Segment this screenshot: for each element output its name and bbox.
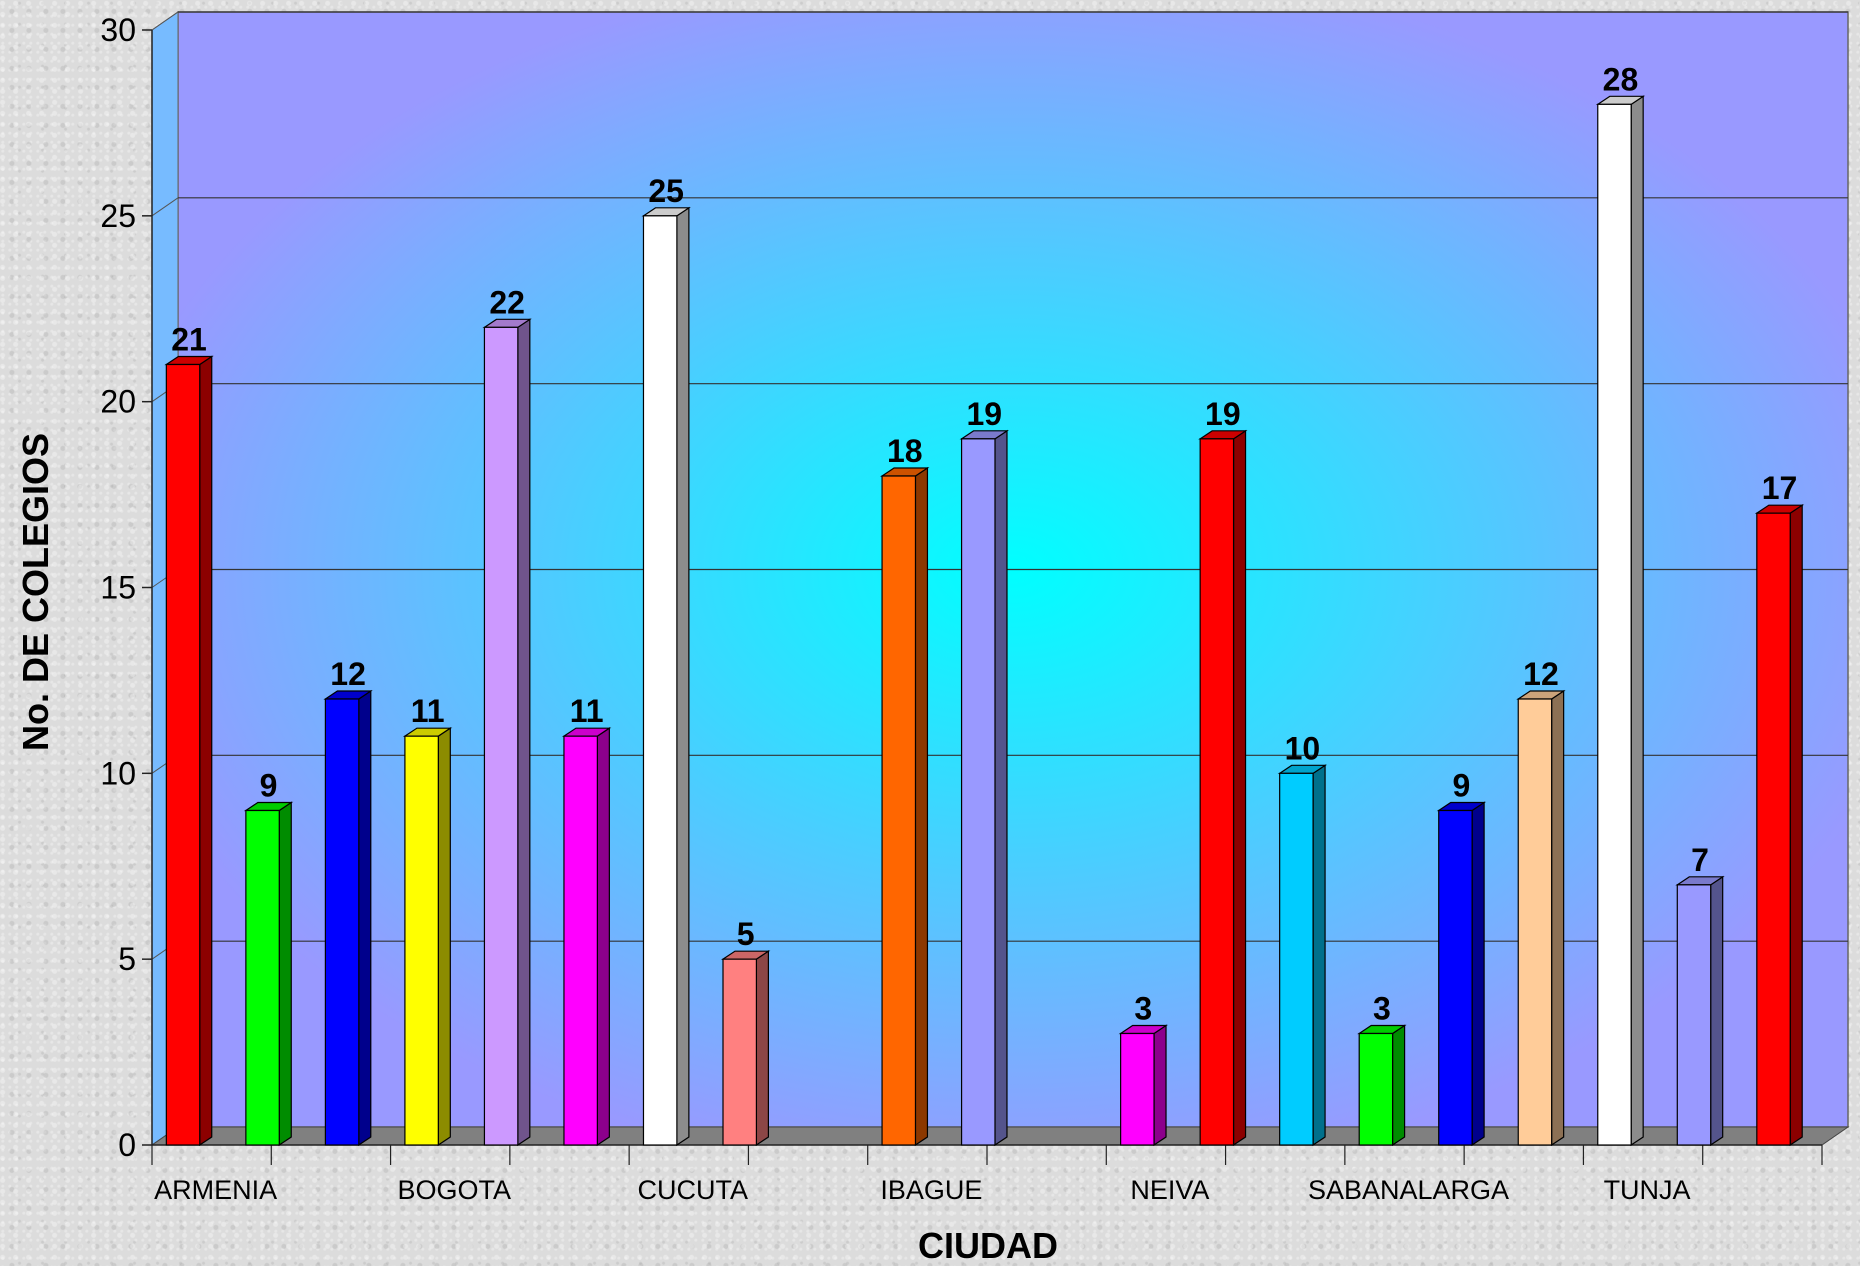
bar-side — [517, 318, 531, 1147]
bar-side — [358, 689, 372, 1147]
bar — [164, 355, 214, 1147]
data-label: 12 — [1523, 656, 1559, 692]
bar-front — [324, 698, 360, 1146]
y-tick-label: 20 — [100, 384, 136, 420]
x-category-label: IBAGUE — [880, 1175, 982, 1205]
bar — [1118, 1024, 1169, 1147]
bar-side — [994, 429, 1008, 1147]
data-label: 7 — [1691, 842, 1709, 878]
bar — [1516, 689, 1566, 1147]
x-category-label: ARMENIA — [154, 1175, 277, 1205]
bar-side — [1551, 689, 1565, 1147]
bar-front — [722, 958, 758, 1146]
gridline-side — [151, 11, 179, 31]
bar-front — [165, 363, 201, 1146]
bar-side — [1391, 1024, 1406, 1147]
data-label: 9 — [260, 768, 278, 804]
data-label: 12 — [330, 656, 366, 692]
bar-front — [1120, 1032, 1155, 1146]
bar-side — [1630, 95, 1644, 1147]
bar-front — [1517, 698, 1553, 1146]
bar — [1675, 875, 1725, 1147]
bar — [561, 727, 612, 1147]
data-label: 21 — [171, 322, 207, 358]
bar-front — [881, 475, 917, 1146]
bar-side — [437, 727, 451, 1147]
bar-front — [1279, 772, 1314, 1146]
bar-side — [914, 466, 929, 1147]
bar — [1198, 429, 1248, 1147]
bar-side — [1710, 875, 1724, 1147]
bar — [323, 689, 373, 1147]
bar-front — [960, 438, 996, 1146]
y-tick-label: 25 — [100, 198, 136, 234]
data-label: 17 — [1762, 470, 1798, 506]
data-label: 9 — [1453, 768, 1471, 804]
bar — [721, 950, 771, 1147]
bar — [641, 206, 691, 1147]
bar-front — [642, 215, 678, 1146]
bar-side — [676, 206, 690, 1147]
bar — [402, 727, 453, 1147]
bar — [243, 801, 294, 1147]
bar — [1595, 95, 1646, 1147]
bar — [959, 429, 1009, 1147]
bar — [482, 318, 532, 1147]
data-label: 3 — [1134, 991, 1152, 1027]
bar — [1277, 764, 1328, 1147]
bar-front — [245, 809, 280, 1146]
bar-side — [1789, 504, 1803, 1147]
bar-side — [278, 801, 292, 1147]
x-category-label: BOGOTA — [397, 1175, 511, 1205]
bar-front — [1676, 884, 1712, 1146]
data-label: 19 — [966, 396, 1002, 432]
data-label: 19 — [1205, 396, 1241, 432]
data-label: 3 — [1373, 991, 1391, 1027]
bar — [1357, 1024, 1407, 1147]
y-tick-label: 0 — [118, 1127, 136, 1163]
bar-side — [1153, 1024, 1167, 1147]
bar-side — [1312, 764, 1326, 1147]
bar-front — [1597, 103, 1632, 1146]
x-category-label: NEIVA — [1130, 1175, 1209, 1205]
data-label: 11 — [411, 693, 445, 729]
data-label: 10 — [1285, 730, 1321, 766]
x-category-label: TUNJA — [1604, 1175, 1691, 1205]
bar-front — [404, 735, 439, 1146]
bar — [880, 466, 930, 1147]
bar-front — [1438, 809, 1473, 1146]
data-label: 28 — [1603, 61, 1639, 97]
y-axis-title: No. DE COLEGIOS — [15, 433, 56, 751]
data-label: 25 — [648, 173, 684, 209]
y-tick-label: 30 — [100, 12, 136, 48]
data-label: 5 — [737, 916, 755, 952]
bar-front — [483, 326, 519, 1146]
bar-front — [1756, 512, 1791, 1146]
y-tick-label: 15 — [100, 570, 136, 606]
x-axis-title: CIUDAD — [918, 1225, 1058, 1266]
y-tick-label: 5 — [118, 941, 136, 977]
data-label: 22 — [489, 284, 525, 320]
bar-side — [1471, 801, 1485, 1147]
bar-side — [199, 355, 213, 1147]
x-category-label: SABANALARGA — [1308, 1175, 1509, 1205]
data-label: 18 — [887, 433, 923, 469]
bar-side — [755, 950, 770, 1147]
bar-side — [596, 727, 610, 1147]
data-label: 11 — [570, 693, 604, 729]
bar — [1436, 801, 1487, 1147]
bar — [1754, 504, 1805, 1147]
gridline-side — [151, 197, 179, 217]
bar-front — [1199, 438, 1235, 1146]
bar-front — [1358, 1032, 1394, 1146]
bar-front — [563, 735, 598, 1146]
bar-side — [1232, 429, 1247, 1147]
y-tick-label: 10 — [100, 755, 136, 791]
x-category-label: CUCUTA — [638, 1175, 749, 1205]
